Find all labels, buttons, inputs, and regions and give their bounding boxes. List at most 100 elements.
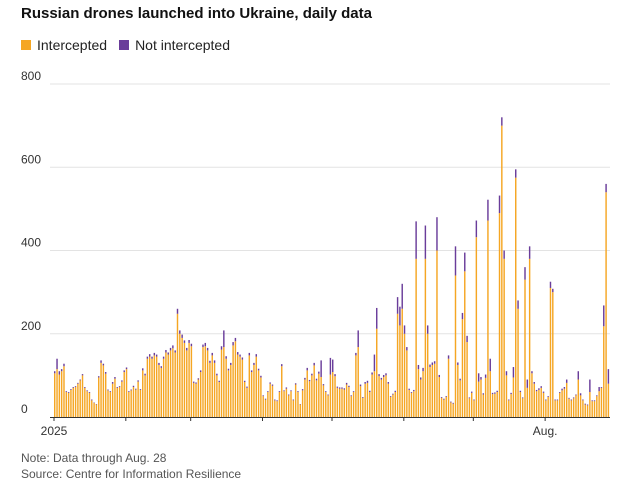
bar-intercepted	[225, 358, 227, 417]
bar-not-intercepted	[547, 396, 549, 398]
bar-intercepted	[547, 397, 549, 417]
bar-not-intercepted	[107, 389, 109, 391]
bar-intercepted	[176, 313, 179, 417]
bar-not-intercepted	[206, 347, 209, 351]
bar-not-intercepted	[322, 384, 325, 386]
bar-not-intercepted	[116, 387, 118, 388]
bar-intercepted	[579, 395, 582, 417]
bar-intercepted	[144, 375, 146, 417]
bar-not-intercepted	[443, 398, 445, 400]
bar-not-intercepted	[482, 393, 485, 395]
bar-intercepted	[93, 402, 95, 417]
bar-not-intercepted	[540, 386, 542, 388]
bar-intercepted	[165, 352, 167, 417]
bar-intercepted	[132, 387, 135, 417]
bar-intercepted	[533, 383, 535, 417]
bar-intercepted	[415, 258, 417, 417]
bar-intercepted	[545, 400, 547, 417]
bar-not-intercepted	[378, 374, 380, 377]
bar-not-intercepted	[274, 399, 276, 401]
bar-intercepted	[565, 382, 568, 417]
legend-item-intercepted: Intercepted	[21, 37, 107, 53]
bar-intercepted	[334, 376, 336, 417]
bar-intercepted	[86, 391, 88, 417]
bar-intercepted	[320, 377, 322, 417]
bar-not-intercepted	[292, 399, 295, 401]
bar-not-intercepted	[278, 391, 281, 393]
bar-not-intercepted	[352, 391, 355, 393]
bar-not-intercepted	[146, 356, 149, 359]
bar-not-intercepted	[167, 352, 169, 355]
bar-not-intercepted	[343, 388, 346, 390]
bar-intercepted	[355, 355, 357, 417]
bar-not-intercepted	[549, 281, 552, 288]
bar-intercepted	[188, 342, 190, 417]
bar-not-intercepted	[98, 376, 100, 378]
bar-not-intercepted	[332, 359, 334, 373]
bar-not-intercepted	[501, 117, 503, 126]
bar-intercepted	[473, 400, 475, 417]
bar-not-intercepted	[74, 386, 77, 388]
bar-not-intercepted	[484, 374, 487, 378]
bar-not-intercepted	[79, 379, 81, 381]
bar-not-intercepted	[591, 400, 593, 402]
bar-intercepted	[431, 364, 434, 417]
bar-intercepted	[596, 396, 598, 417]
bar-intercepted	[417, 369, 420, 417]
bar-not-intercepted	[211, 352, 213, 356]
bar-intercepted	[524, 279, 526, 417]
bar-not-intercepted	[450, 401, 452, 403]
bar-intercepted	[542, 392, 545, 417]
bar-intercepted	[151, 358, 153, 417]
bar-not-intercepted	[531, 371, 533, 374]
bar-intercepted	[262, 396, 264, 417]
bar-intercepted	[158, 364, 160, 417]
bar-not-intercepted	[433, 361, 436, 364]
bar-not-intercepted	[144, 373, 146, 376]
bar-intercepted	[250, 372, 253, 417]
bar-intercepted	[186, 350, 188, 417]
bar-intercepted	[223, 347, 225, 417]
bar-intercepted	[308, 381, 311, 417]
bar-intercepted	[420, 379, 422, 417]
bar-not-intercepted	[466, 335, 468, 343]
bar-not-intercepted	[535, 389, 538, 392]
bar-not-intercepted	[77, 382, 79, 384]
bar-not-intercepted	[382, 374, 385, 378]
bar-not-intercepted	[380, 377, 383, 380]
bar-not-intercepted	[338, 387, 341, 389]
bar-not-intercepted	[371, 372, 373, 375]
bar-not-intercepted	[239, 354, 241, 357]
bar-intercepted	[389, 397, 392, 417]
bar-not-intercepted	[109, 391, 112, 393]
bar-intercepted	[535, 391, 538, 417]
bar-not-intercepted	[225, 356, 227, 359]
bar-intercepted	[218, 382, 220, 417]
bar-intercepted	[304, 379, 306, 417]
bar-not-intercepted	[135, 388, 137, 390]
bar-intercepted	[116, 387, 118, 417]
bar-not-intercepted	[169, 347, 172, 351]
bar-intercepted	[197, 379, 200, 417]
bar-intercepted	[267, 392, 269, 417]
chart-title: Russian drones launched into Ukraine, da…	[21, 5, 372, 22]
bar-not-intercepted	[255, 354, 257, 357]
bar-not-intercepted	[313, 362, 315, 366]
bar-intercepted	[79, 380, 81, 417]
bar-intercepted	[422, 371, 424, 417]
bar-not-intercepted	[308, 379, 311, 382]
bar-intercepted	[526, 387, 529, 417]
bar-not-intercepted	[181, 334, 183, 338]
bar-intercepted	[387, 383, 390, 417]
bar-intercepted	[369, 392, 371, 417]
bar-not-intercepted	[364, 382, 366, 384]
bar-intercepted	[600, 387, 603, 417]
bar-intercepted	[598, 391, 600, 417]
bar-intercepted	[517, 308, 519, 417]
bar-not-intercepted	[271, 384, 274, 386]
bar-not-intercepted	[424, 225, 427, 259]
bar-intercepted	[447, 358, 450, 417]
bar-intercepted	[153, 355, 156, 417]
bar-not-intercepted	[199, 370, 202, 373]
